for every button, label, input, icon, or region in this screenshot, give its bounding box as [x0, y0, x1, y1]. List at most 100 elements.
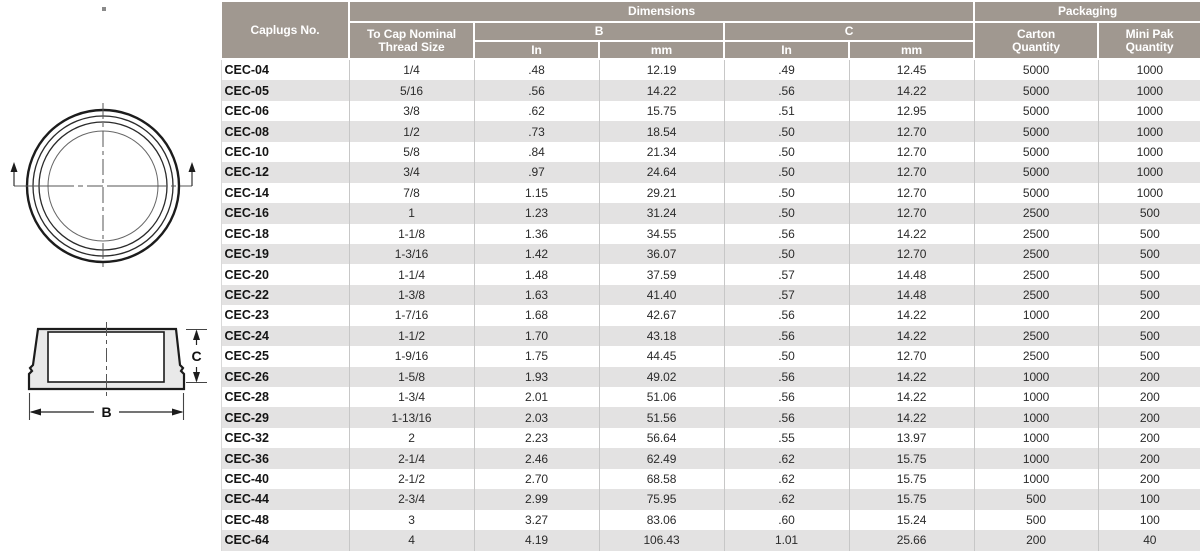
table-row: CEC-64 4 4.19 106.43 1.01 25.66 200 40: [220, 530, 1200, 551]
header-b: B: [473, 21, 725, 42]
table-row: CEC-08 1/2.73 18.54.50 12.70 5000 1000: [220, 121, 1200, 142]
header-b-mm: mm: [598, 40, 725, 60]
b-mm-cell: 106.43: [598, 530, 724, 551]
caplugs-no-cell: CEC-04: [220, 59, 349, 81]
caplugs-no-cell: CEC-10: [220, 141, 349, 163]
thread-size-cell: 3/8: [348, 100, 474, 122]
table-row: CEC-23 1-7/16 1.68 42.67.56 14.22 1000 200: [220, 305, 1200, 326]
mini-pak-qty-cell: 1000: [1097, 59, 1200, 81]
c-mm-cell: 15.75: [848, 489, 975, 510]
thread-size-cell: 7/8: [348, 182, 474, 204]
c-mm-cell: 14.22: [848, 366, 975, 387]
b-in-cell: .62: [473, 100, 599, 122]
carton-qty-cell: 2500: [973, 284, 1099, 306]
thread-size-cell: 1-13/16: [348, 407, 474, 428]
c-mm-cell: 12.70: [848, 121, 975, 142]
b-mm-cell: 68.58: [598, 468, 724, 490]
b-in-cell: 3.27: [473, 509, 599, 531]
mini-pak-qty-cell: 500: [1097, 223, 1200, 244]
b-mm-cell: 34.55: [598, 223, 724, 244]
caplugs-no-cell: CEC-23: [220, 305, 349, 326]
dim-c-arrowhead-top: [193, 329, 200, 340]
carton-qty-cell: 2500: [973, 243, 1099, 265]
carton-qty-cell: 2500: [973, 223, 1099, 244]
c-in-cell: .56: [723, 366, 849, 387]
b-mm-cell: 42.67: [598, 305, 724, 326]
b-mm-cell: 31.24: [598, 203, 724, 224]
table-row: CEC-29 1-13/16 2.03 51.56.56 14.22 1000 200: [220, 407, 1200, 428]
thread-size-cell: 1-1/2: [348, 325, 474, 347]
c-in-cell: .50: [723, 203, 849, 224]
c-mm-cell: 12.70: [848, 243, 975, 265]
b-mm-cell: 37.59: [598, 264, 724, 285]
table-row: CEC-44 2-3/4 2.99 75.95.62 15.75 500 100: [220, 489, 1200, 510]
b-mm-cell: 15.75: [598, 100, 724, 122]
thread-size-cell: 1-1/8: [348, 223, 474, 244]
header-c-mm: mm: [847, 40, 976, 60]
caplugs-no-cell: CEC-32: [220, 427, 349, 449]
caplugs-no-cell: CEC-36: [220, 448, 349, 469]
c-mm-cell: 12.70: [848, 346, 975, 367]
c-mm-cell: 14.22: [848, 305, 975, 326]
caplugs-no-cell: CEC-26: [220, 366, 349, 387]
section-arrow-head-left: [10, 162, 18, 172]
carton-qty-cell: 5000: [973, 182, 1099, 204]
c-mm-cell: 13.97: [848, 427, 975, 449]
c-mm-cell: 12.95: [848, 100, 975, 122]
c-in-cell: .56: [723, 80, 849, 101]
mini-pak-qty-cell: 40: [1097, 530, 1200, 551]
c-in-cell: .55: [723, 427, 849, 449]
b-in-cell: 1.48: [473, 264, 599, 285]
table-row: CEC-05 5/16.56 14.22.56 14.22 5000 1000: [220, 80, 1200, 101]
carton-qty-cell: 1000: [973, 366, 1099, 387]
table-row: CEC-10 5/8.84 21.34.50 12.70 5000 1000: [220, 141, 1200, 163]
c-mm-cell: 15.24: [848, 509, 975, 531]
carton-qty-cell: 1000: [973, 407, 1099, 428]
b-in-cell: 1.23: [473, 203, 599, 224]
c-in-cell: 1.01: [723, 530, 849, 551]
dim-b-label: B: [101, 404, 111, 420]
carton-qty-cell: 1000: [973, 448, 1099, 469]
header-c: C: [722, 21, 976, 42]
b-mm-cell: 41.40: [598, 284, 724, 306]
carton-qty-cell: 500: [973, 509, 1099, 531]
table-row: CEC-04 1/4.48 12.19.49 12.45 5000 1000: [220, 59, 1200, 81]
b-in-cell: 1.68: [473, 305, 599, 326]
thread-size-cell: 1-1/4: [348, 264, 474, 285]
c-in-cell: .56: [723, 407, 849, 428]
b-in-cell: 1.75: [473, 346, 599, 367]
header-b-in: In: [473, 40, 600, 60]
c-in-cell: .62: [723, 489, 849, 510]
c-mm-cell: 15.75: [848, 448, 975, 469]
mini-pak-qty-cell: 1000: [1097, 182, 1200, 204]
table-row: CEC-32 2 2.23 56.64.55 13.97 1000 200: [220, 427, 1200, 449]
thread-size-cell: 1-3/4: [348, 387, 474, 408]
mini-pak-qty-cell: 500: [1097, 284, 1200, 306]
thread-size-cell: 3/4: [348, 162, 474, 183]
b-in-cell: 2.23: [473, 427, 599, 449]
thread-size-cell: 1-5/8: [348, 366, 474, 387]
caplugs-no-cell: CEC-48: [220, 509, 349, 531]
c-mm-cell: 12.45: [848, 59, 975, 81]
b-mm-cell: 44.45: [598, 346, 724, 367]
caplugs-no-cell: CEC-44: [220, 489, 349, 510]
mini-pak-qty-cell: 200: [1097, 448, 1200, 469]
thread-size-cell: 2-3/4: [348, 489, 474, 510]
table-row: CEC-12 3/4.97 24.64.50 12.70 5000 1000: [220, 162, 1200, 183]
c-in-cell: .56: [723, 387, 849, 408]
table-row: CEC-26 1-5/8 1.93 49.02.56 14.22 1000 200: [220, 366, 1200, 387]
b-mm-cell: 14.22: [598, 80, 724, 101]
thread-size-cell: 1-9/16: [348, 346, 474, 367]
table-row: CEC-40 2-1/2 2.70 68.58.62 15.75 1000 200: [220, 468, 1200, 490]
carton-qty-cell: 1000: [973, 387, 1099, 408]
table-row: CEC-16 1 1.23 31.24.50 12.70 2500 500: [220, 203, 1200, 224]
b-in-cell: 1.93: [473, 366, 599, 387]
mini-pak-qty-cell: 500: [1097, 325, 1200, 347]
carton-qty-cell: 1000: [973, 305, 1099, 326]
carton-qty-cell: 1000: [973, 468, 1099, 490]
caplugs-no-cell: CEC-22: [220, 284, 349, 306]
c-in-cell: .56: [723, 223, 849, 244]
caplugs-no-cell: CEC-28: [220, 387, 349, 408]
c-in-cell: .56: [723, 325, 849, 347]
caplugs-no-cell: CEC-24: [220, 325, 349, 347]
